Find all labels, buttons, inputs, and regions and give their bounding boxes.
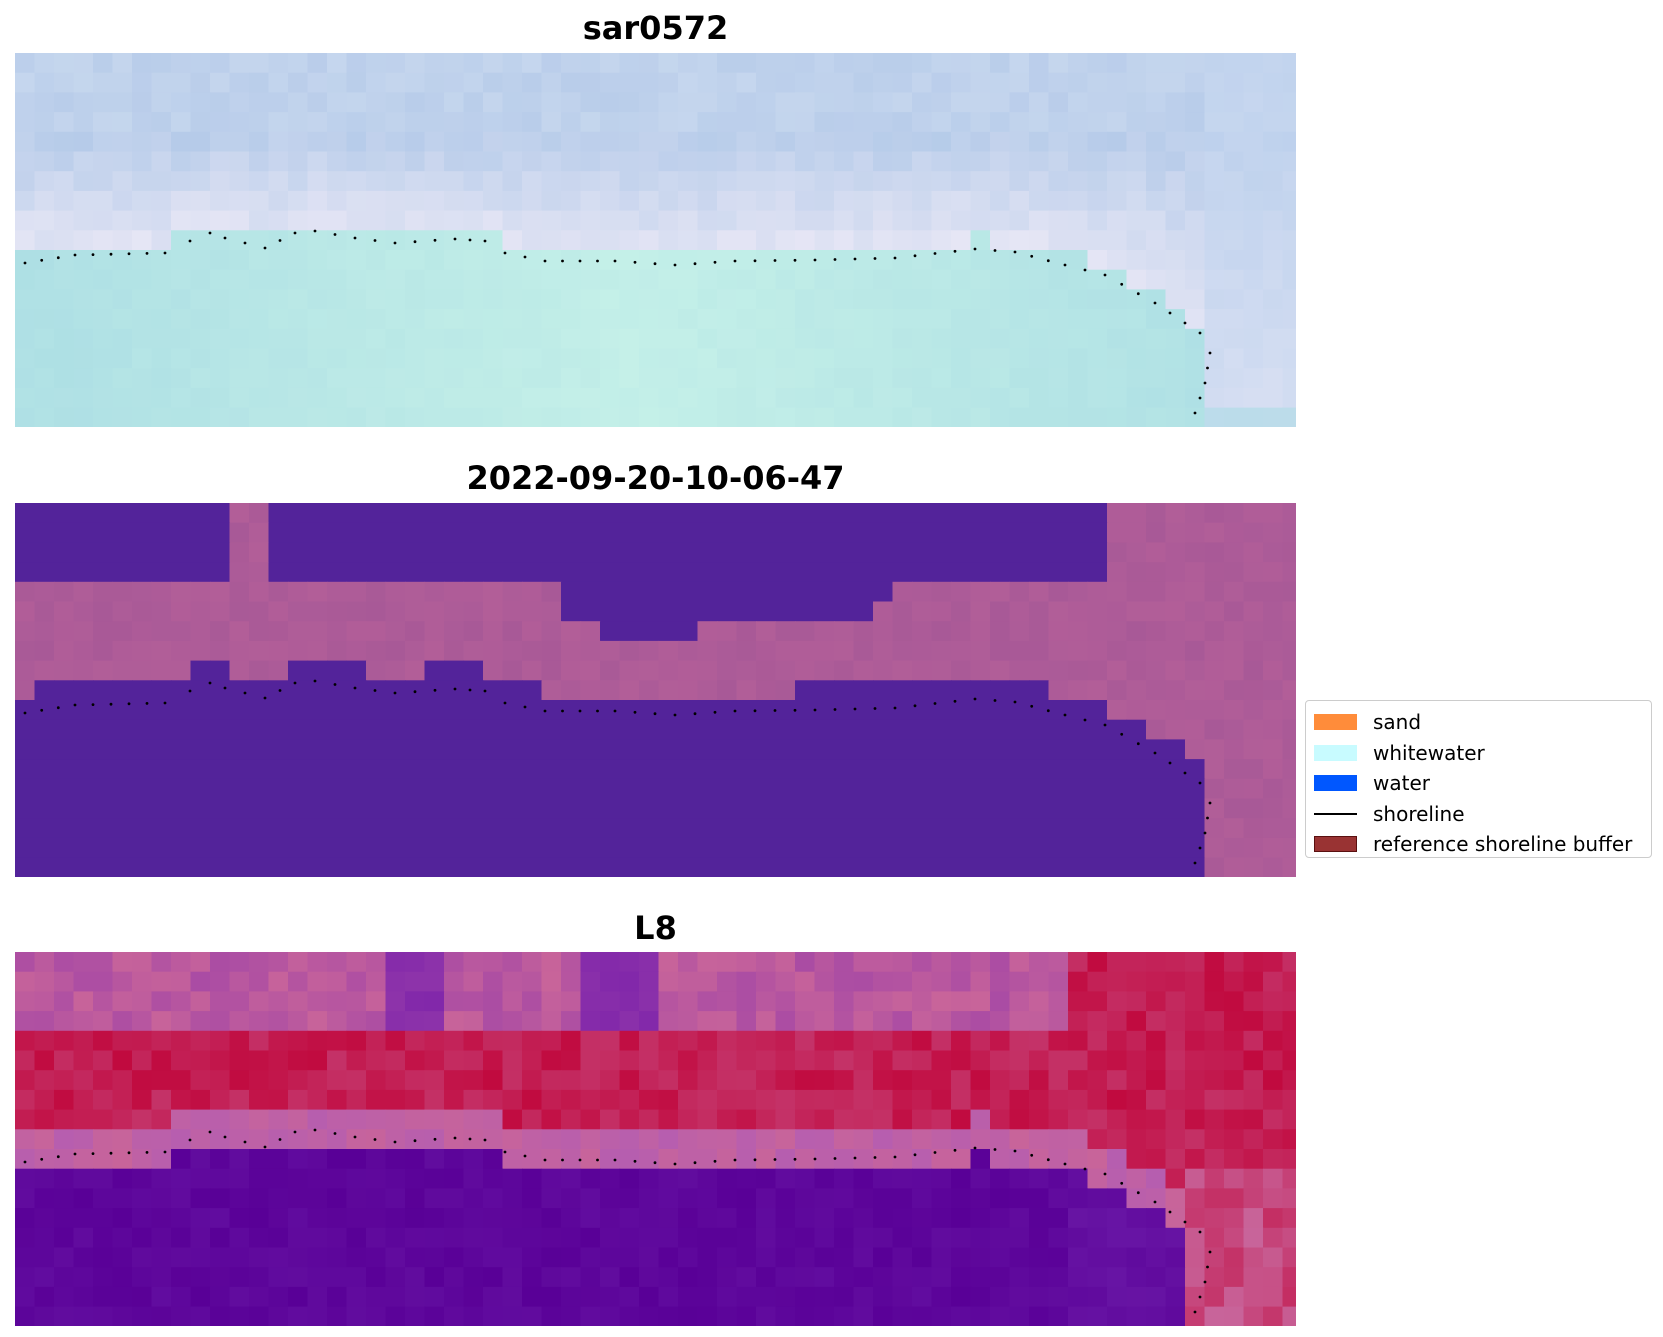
shoreline-dots bbox=[23, 229, 1212, 415]
raster-cells bbox=[15, 503, 1296, 877]
panel-rgb-image bbox=[15, 53, 1296, 427]
legend-label-reference-buffer: reference shoreline buffer bbox=[1373, 832, 1633, 857]
legend-item-water: water bbox=[1314, 768, 1651, 799]
legend-item-reference-buffer: reference shoreline buffer bbox=[1314, 829, 1651, 860]
legend-swatch-water bbox=[1314, 775, 1357, 792]
legend-label-shoreline: shoreline bbox=[1373, 801, 1465, 826]
raster-cells bbox=[15, 952, 1296, 1326]
legend-item-shoreline: shoreline bbox=[1314, 799, 1651, 830]
shoreline-dots bbox=[23, 1128, 1212, 1314]
title-index: L8 bbox=[634, 909, 677, 947]
legend-swatch-reference-buffer bbox=[1314, 836, 1357, 853]
panel-index-image bbox=[15, 952, 1296, 1326]
legend-label-water: water bbox=[1373, 771, 1430, 796]
legend-label-whitewater: whitewater bbox=[1373, 740, 1485, 765]
legend-label-sand: sand bbox=[1373, 710, 1422, 735]
legend-swatch-whitewater bbox=[1314, 744, 1357, 761]
panel-classified-image bbox=[15, 503, 1296, 877]
legend-swatch-shoreline bbox=[1314, 812, 1357, 815]
legend: sand whitewater water shoreline referenc… bbox=[1305, 700, 1652, 858]
title-classified: 2022-09-20-10-06-47 bbox=[466, 459, 845, 497]
legend-item-sand: sand bbox=[1314, 707, 1651, 738]
raster-cells bbox=[15, 53, 1296, 427]
title-rgb: sar0572 bbox=[582, 9, 729, 47]
legend-swatch-sand bbox=[1314, 714, 1357, 731]
shoreline-dots bbox=[23, 679, 1212, 865]
legend-item-whitewater: whitewater bbox=[1314, 738, 1651, 769]
